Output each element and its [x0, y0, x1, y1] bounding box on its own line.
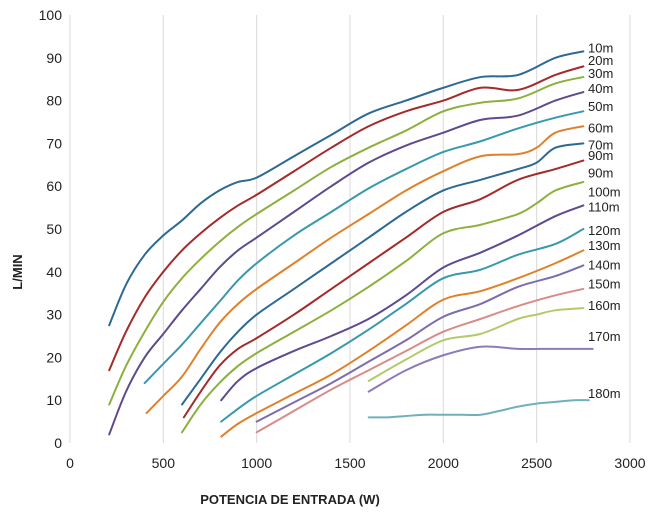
x-tick-label: 3000	[614, 455, 645, 471]
gridlines	[69, 15, 631, 443]
y-tick-label: 90	[46, 50, 62, 66]
y-tick-label: 0	[54, 435, 62, 451]
series-label: 120m	[588, 223, 621, 238]
series-line-110m-10	[220, 228, 585, 423]
series-line-90m-7	[182, 159, 585, 419]
series-line-130m-12	[255, 264, 585, 423]
series-label: 20m	[588, 53, 613, 68]
y-tick-label: 20	[46, 349, 62, 365]
series-label: 90m	[588, 165, 613, 180]
y-tick-label: 40	[46, 264, 62, 280]
series-label: 40m	[588, 81, 613, 96]
x-tick-label: 1000	[241, 455, 272, 471]
y-tick-label: 50	[46, 221, 62, 237]
series-line-150m-14	[367, 307, 585, 382]
series-label: 140m	[588, 257, 621, 272]
series-label: 90m	[588, 148, 613, 163]
y-tick-label: 10	[46, 392, 62, 408]
y-tick-label: 80	[46, 93, 62, 109]
series-line-10m-0	[108, 50, 585, 327]
y-tick-label: 70	[46, 135, 62, 151]
series-line-160m-15	[367, 345, 594, 393]
series-label: 180m	[588, 386, 621, 401]
series-label: 150m	[588, 277, 621, 292]
series-line-70m-6	[181, 142, 585, 406]
series-label: 70m	[588, 138, 613, 153]
y-axis-title: L/MIN	[10, 254, 25, 289]
y-tick-label: 60	[46, 178, 62, 194]
series-line-170m-16	[367, 399, 590, 419]
series-labels: 10m20m30m40m50m60m70m90m90m100m110m120m1…	[588, 40, 621, 400]
x-tick-label: 2500	[521, 455, 552, 471]
series-line-140m-13	[255, 287, 585, 434]
x-tick-label: 500	[152, 455, 176, 471]
series-line-100m-9	[220, 204, 585, 402]
series-line-40m-3	[108, 91, 585, 436]
series-line-30m-2	[108, 76, 585, 406]
y-tick-label: 100	[39, 7, 63, 23]
series-line-120m-11	[220, 249, 585, 438]
series-line-50m-4	[143, 110, 585, 385]
x-axis-title: POTENCIA DE ENTRADA (W)	[200, 492, 380, 507]
series-label: 160m	[588, 298, 621, 313]
series-label: 10m	[588, 40, 613, 55]
series-label: 170m	[588, 329, 621, 344]
series-label: 30m	[588, 66, 613, 81]
series-line-90m-8	[181, 180, 585, 434]
series-line-60m-5	[145, 125, 585, 415]
series-lines	[108, 50, 594, 438]
y-tick-label: 30	[46, 307, 62, 323]
series-label: 100m	[588, 185, 621, 200]
series-label: 50m	[588, 99, 613, 114]
tick-labels: 0 500 1000 1500 2000 2500 3000 0 10 20 30 40 50 60 70 8…	[39, 7, 646, 471]
x-tick-label: 1500	[334, 455, 365, 471]
series-label: 60m	[588, 120, 613, 135]
series-label: 130m	[588, 238, 621, 253]
series-label: 110m	[588, 200, 620, 215]
x-tick-label: 2000	[428, 455, 459, 471]
x-tick-label: 0	[66, 455, 74, 471]
series-line-20m-1	[108, 65, 585, 372]
